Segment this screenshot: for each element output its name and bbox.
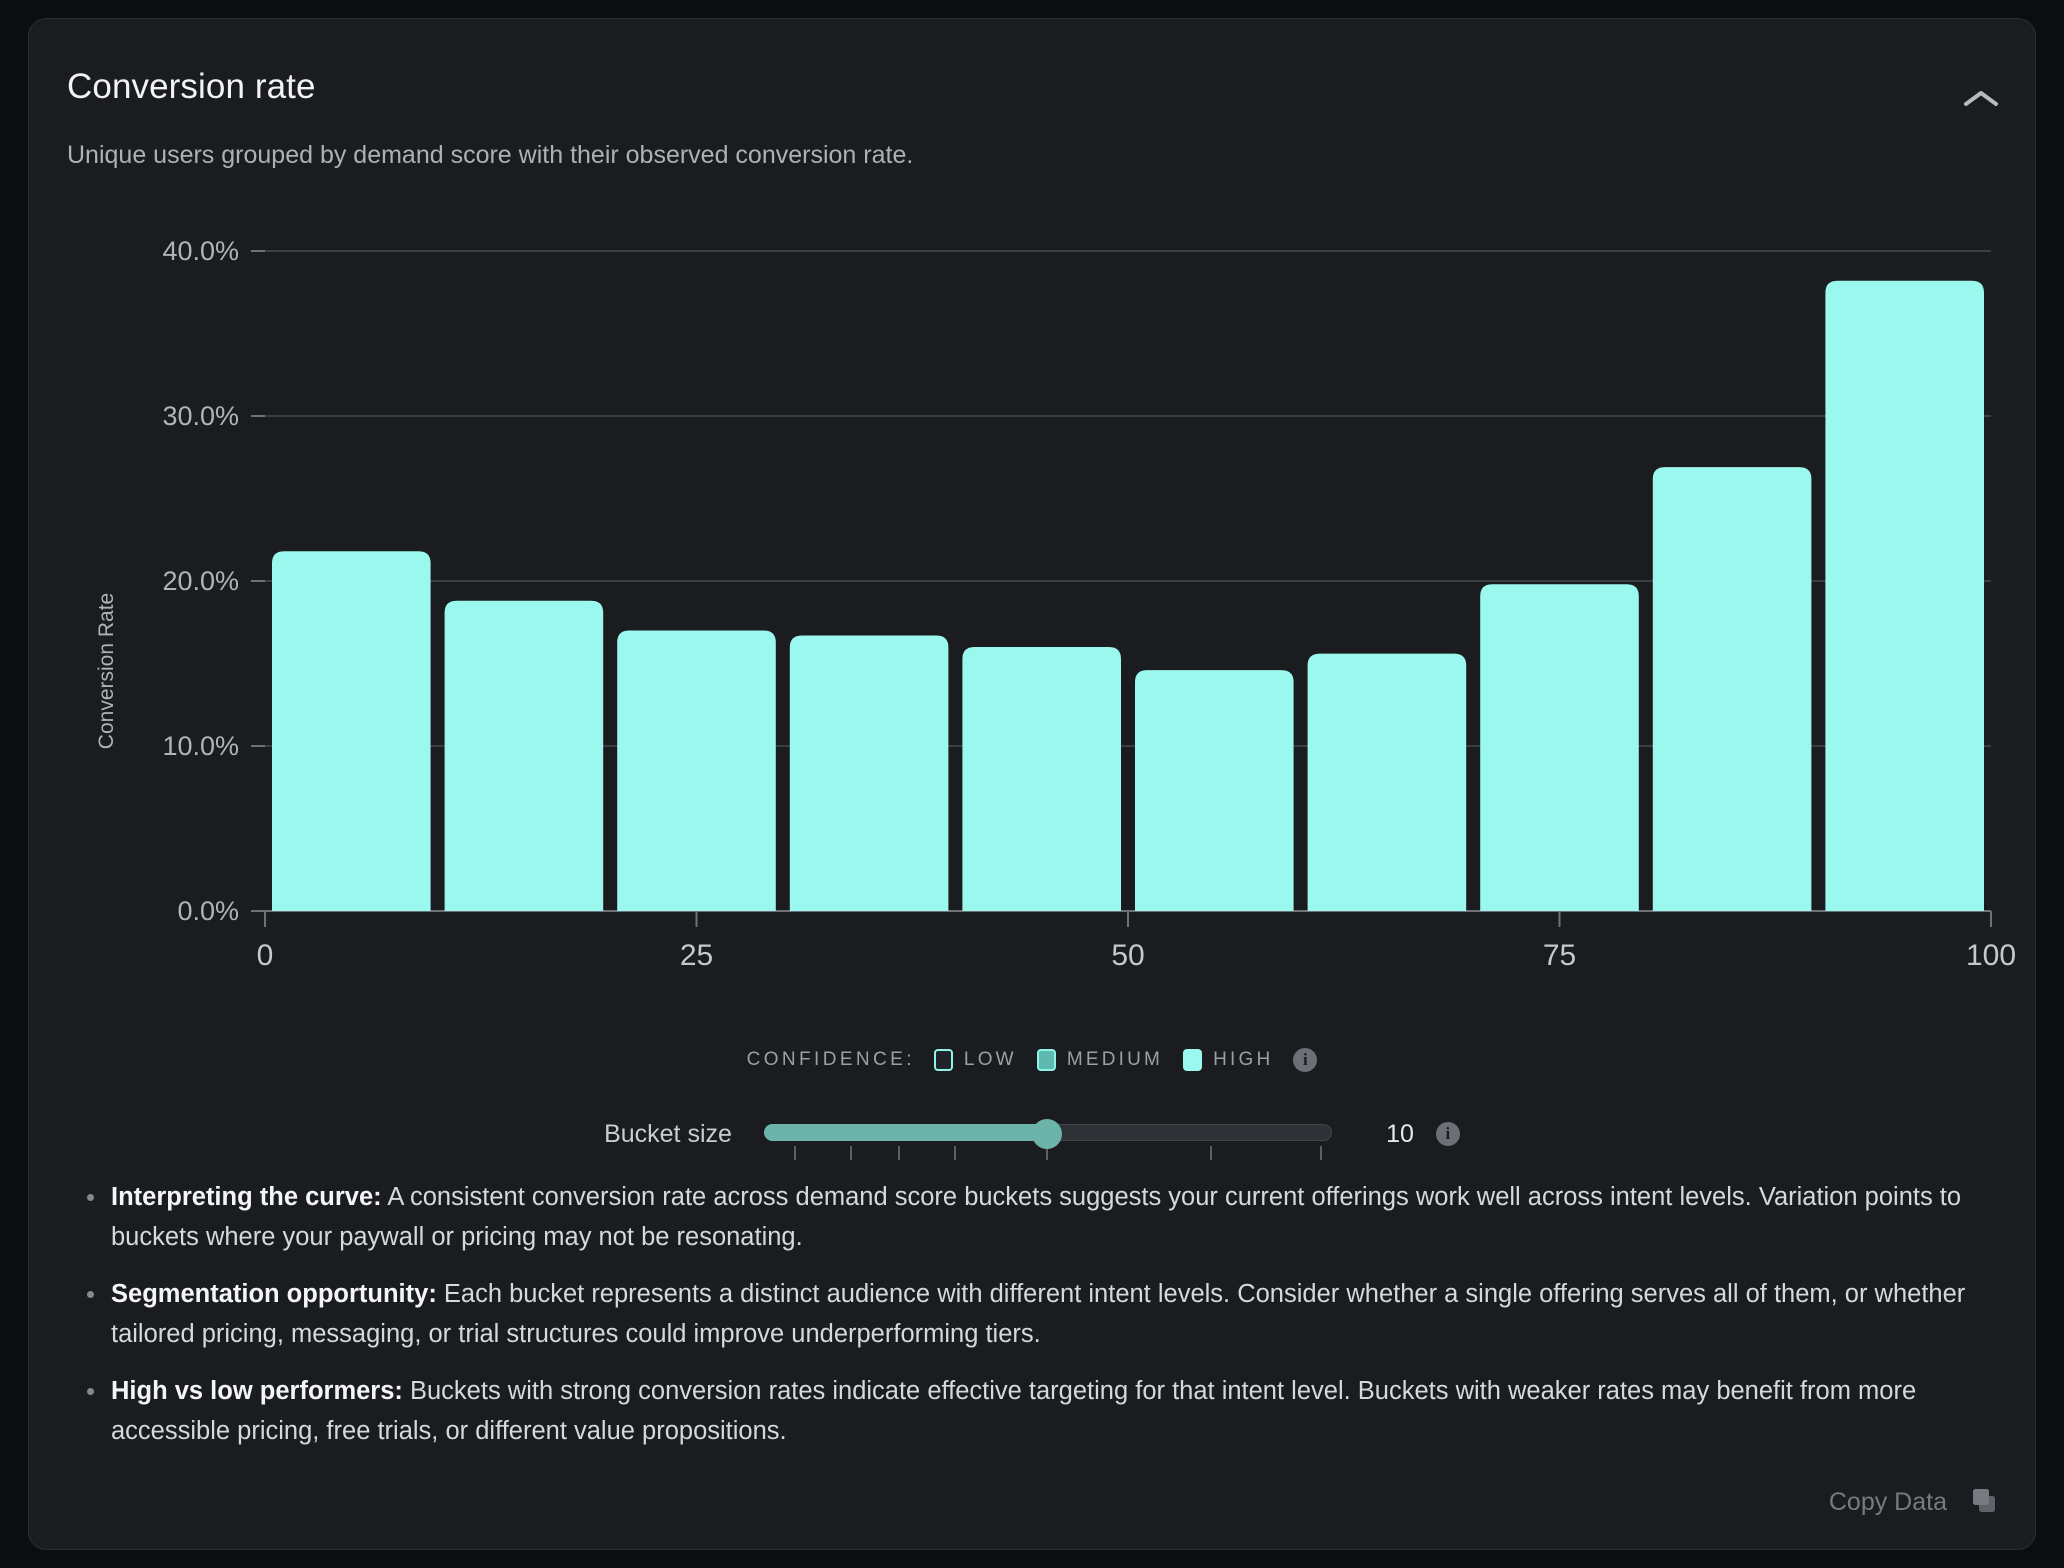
y-axis-tick-labels: 0.0% 10.0% 20.0% 30.0% 40.0% <box>162 236 239 926</box>
y-tick-label: 20.0% <box>162 566 239 596</box>
legend-item-medium[interactable]: MEDIUM <box>1036 1049 1164 1071</box>
bucket-size-control: Bucket size 10 i <box>29 1105 2035 1163</box>
conversion-rate-chart: 0.0% 10.0% 20.0% 30.0% 40.0% 0 25 50 75 100 Conv… <box>29 169 2035 969</box>
y-tick-label: 40.0% <box>162 236 239 266</box>
bullet-icon <box>87 1388 94 1395</box>
x-tick-label: 50 <box>1111 939 1144 969</box>
insight-heading: High vs low performers: <box>111 1377 403 1405</box>
conversion-rate-card: Conversion rate Unique users grouped by … <box>28 18 2036 1550</box>
slider-tick <box>849 1146 852 1160</box>
slider-tick <box>1209 1146 1212 1160</box>
legend-swatch-medium-icon <box>1036 1049 1056 1071</box>
insight-body: Each bucket represents a distinct audien… <box>111 1280 1966 1348</box>
bullet-icon <box>87 1194 94 1201</box>
insight-heading: Interpreting the curve: <box>111 1183 382 1211</box>
y-tick-label: 30.0% <box>162 401 239 431</box>
chart-bars <box>272 280 1984 912</box>
legend-label-low: LOW <box>963 1049 1017 1070</box>
confidence-info-icon[interactable]: i <box>1293 1048 1318 1072</box>
card-header: Conversion rate Unique users grouped by … <box>29 19 2035 169</box>
chart-bar[interactable] <box>1135 670 1294 911</box>
chart-bar[interactable] <box>1480 584 1639 911</box>
panel-subtitle: Unique users grouped by demand score wit… <box>67 141 914 169</box>
bucket-size-slider[interactable] <box>763 1110 1332 1160</box>
y-tick-label: 0.0% <box>177 896 239 926</box>
legend-caption: CONFIDENCE: <box>746 1049 915 1070</box>
insight-item: Interpreting the curve: A consistent con… <box>81 1177 1999 1257</box>
bucket-size-value: 10 <box>1386 1119 1414 1148</box>
insight-item: High vs low performers: Buckets with str… <box>81 1371 1999 1451</box>
y-tick-label: 10.0% <box>162 731 239 761</box>
chart-bar[interactable] <box>444 600 604 911</box>
x-tick-label: 25 <box>680 939 713 969</box>
page-title: Conversion rate <box>67 67 316 106</box>
bucket-size-label: Bucket size <box>604 1119 732 1148</box>
x-tick-label: 100 <box>1966 939 2016 969</box>
chart-bar[interactable] <box>1652 467 1812 911</box>
slider-tick <box>1319 1146 1322 1160</box>
x-axis-tick-labels: 0 25 50 75 100 <box>257 939 2016 969</box>
slider-thumb[interactable] <box>1031 1119 1062 1149</box>
legend-item-low[interactable]: LOW <box>933 1049 1017 1071</box>
legend-swatch-low-icon <box>933 1049 953 1071</box>
copy-data-button[interactable]: Copy Data <box>1829 1486 1999 1519</box>
chart-bar[interactable] <box>1307 653 1467 911</box>
legend-item-high[interactable]: HIGH <box>1183 1049 1273 1071</box>
slider-tick <box>953 1146 956 1160</box>
copy-icon <box>1971 1486 1999 1519</box>
slider-tick <box>1045 1146 1048 1160</box>
x-tick-label: 75 <box>1543 939 1576 969</box>
insight-item: Segmentation opportunity: Each bucket re… <box>81 1274 1999 1354</box>
bullet-icon <box>87 1291 94 1298</box>
y-axis-label: Conversion Rate <box>95 593 118 749</box>
insight-heading: Segmentation opportunity: <box>111 1280 437 1308</box>
chart-bar[interactable] <box>272 551 431 911</box>
chart-bar[interactable] <box>789 635 949 911</box>
chart-bar[interactable] <box>1825 280 1984 911</box>
x-tick-label: 0 <box>257 939 274 969</box>
bucket-size-info-icon[interactable]: i <box>1435 1122 1460 1146</box>
confidence-legend: CONFIDENCE: LOW MEDIUM HIGH i <box>29 1043 2035 1077</box>
slider-tick <box>793 1146 796 1160</box>
slider-tick <box>897 1146 900 1160</box>
chart-svg: 0.0% 10.0% 20.0% 30.0% 40.0% 0 25 50 75 100 Conv… <box>95 236 2016 969</box>
legend-label-medium: MEDIUM <box>1066 1049 1164 1070</box>
legend-label-high: HIGH <box>1213 1049 1274 1070</box>
insight-body: Buckets with strong conversion rates ind… <box>111 1377 1917 1445</box>
copy-data-label: Copy Data <box>1828 1488 1947 1516</box>
chart-bar[interactable] <box>962 647 1121 911</box>
chevron-up-icon <box>1963 88 1999 110</box>
legend-swatch-high-icon <box>1183 1049 1203 1071</box>
insight-body: A consistent conversion rate across dema… <box>111 1183 1962 1251</box>
collapse-panel-button[interactable] <box>1953 77 2009 121</box>
slider-fill <box>763 1124 1048 1141</box>
insights-list: Interpreting the curve: A consistent con… <box>81 1177 1999 1468</box>
chart-bar[interactable] <box>617 630 776 912</box>
